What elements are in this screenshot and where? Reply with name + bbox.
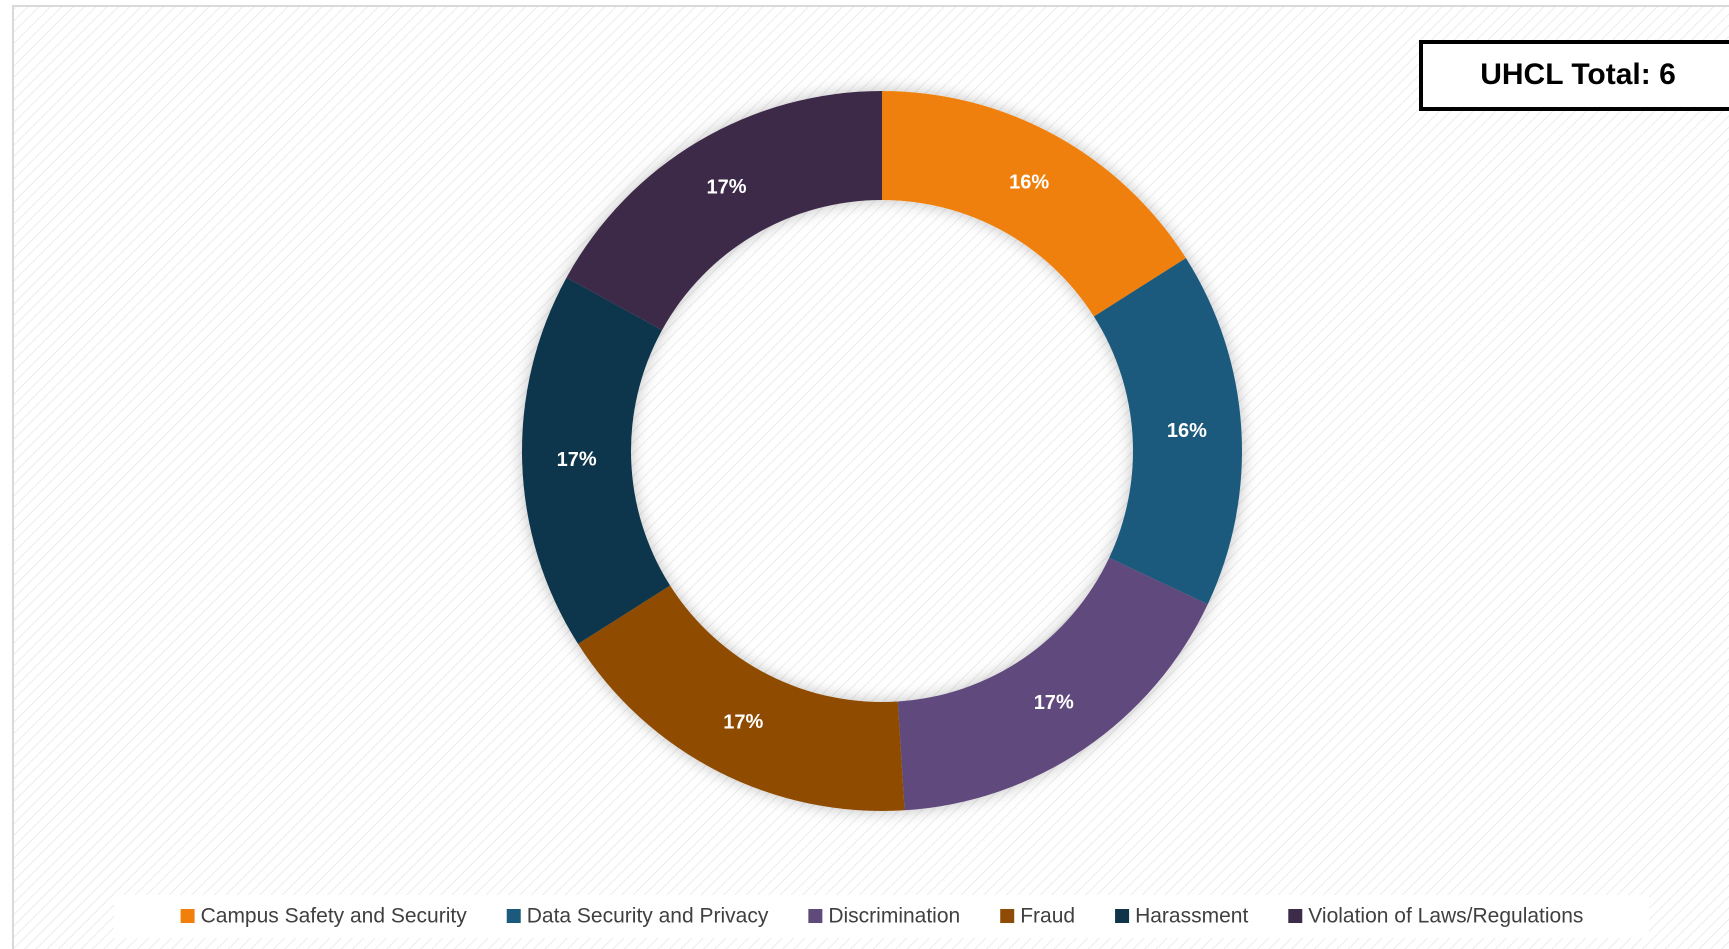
data-label: 17% [723,711,763,733]
legend-swatch [1288,909,1303,923]
data-label: 17% [1034,692,1074,714]
legend-swatch [180,909,195,923]
legend-swatch [1000,909,1015,923]
donut-segment [1093,258,1243,605]
legend-label: Discrimination [828,905,960,928]
donut-segment [566,91,882,331]
percent-sign: % [746,711,764,733]
legend-label: Harassment [1135,905,1248,928]
data-label: 16% [1009,172,1049,194]
data-label: 16% [1167,420,1207,442]
percent-sign: % [1189,420,1207,442]
donut-segment [578,585,905,811]
legend: Campus Safety and Security Data Security … [180,905,1583,928]
legend-box [114,895,1649,938]
percent-sign: % [579,449,597,471]
legend-label: Data Security and Privacy [527,905,769,928]
legend-label: Campus Safety and Security [201,905,468,928]
legend-swatch [808,909,823,923]
donut-segment [882,91,1186,317]
percent-sign: % [1056,692,1074,714]
percent-sign: % [1031,172,1049,194]
data-label: 17% [706,176,746,198]
donut-segment [897,557,1208,811]
legend-label: Fraud [1020,905,1075,928]
legend-label: Violation of Laws/Regulations [1308,905,1583,928]
legend-swatch [1115,909,1130,923]
percent-sign: % [729,176,747,198]
data-label: 17% [557,449,597,471]
annotation: UHCL Total: 6 [1480,58,1676,91]
annotation-box [1419,40,1729,111]
data-labels: 16% 16% 17% 17% 17% 17% [557,172,1207,734]
donut [522,91,1243,811]
legend-swatch [506,909,521,923]
donut-segment [522,277,671,644]
